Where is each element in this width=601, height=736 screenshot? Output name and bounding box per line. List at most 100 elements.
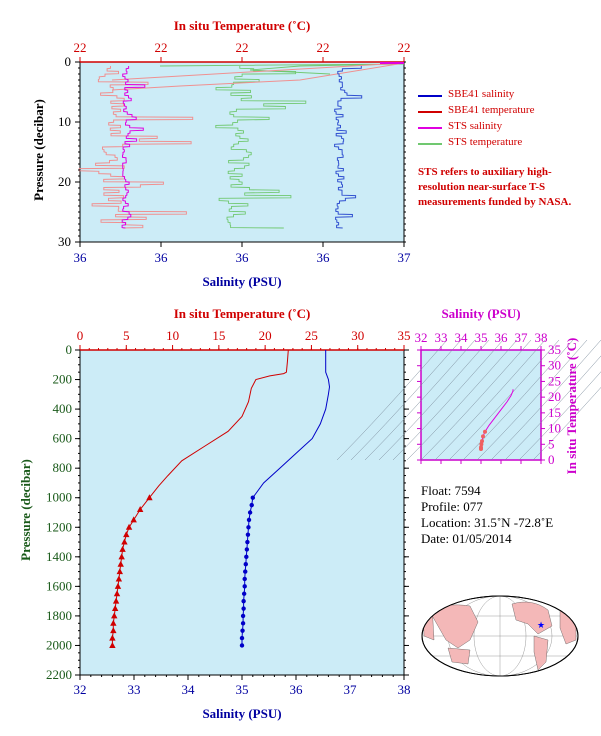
ts-density-contour	[476, 339, 588, 461]
legend-label: STS salinity	[448, 120, 503, 132]
main-panel-y-label: Pressure (decibar)	[18, 459, 33, 561]
ts-right-tick-label: 15	[548, 405, 561, 420]
temperature-marker	[136, 506, 144, 513]
legend-label: STS temperature	[448, 136, 523, 148]
temperature-marker	[112, 597, 120, 604]
ts-density-contour	[406, 339, 518, 461]
ts-right-tick-label: 10	[548, 421, 561, 436]
temperature-marker	[111, 612, 118, 619]
temperature-marker	[110, 619, 117, 626]
float-info: Float: 7594 Profile: 077 Location: 31.5˚…	[421, 483, 553, 547]
temperature-marker	[109, 641, 116, 648]
sts-note: STS refers to auxiliary high-resolution …	[418, 166, 572, 208]
temperature-marker	[109, 634, 116, 641]
ts-traces	[479, 389, 514, 451]
ts-top-label: Salinity (PSU)	[441, 306, 521, 321]
ts-density-contour	[462, 339, 574, 461]
temperature-marker	[110, 627, 117, 634]
temperature-marker	[130, 516, 137, 523]
float-id: Float: 7594	[421, 483, 481, 498]
salinity-marker	[245, 532, 251, 537]
top-tick-label: 25	[305, 328, 318, 343]
salinity-marker	[239, 635, 245, 641]
salinity-marker	[241, 591, 247, 596]
ts-right-tick-label: 5	[548, 436, 555, 451]
ts-density-contour	[518, 371, 601, 461]
ts-density-contour	[490, 339, 601, 461]
y-tick-label: 800	[53, 460, 73, 475]
temperature-marker	[113, 590, 121, 597]
top-tick-label: 0	[77, 328, 84, 343]
temperature-marker	[125, 523, 133, 530]
bottom-tick-label: 35	[236, 682, 249, 697]
bottom-tick-label: 36	[290, 682, 304, 697]
bottom-tick-label: 36	[317, 250, 331, 265]
salinity-marker	[242, 576, 247, 582]
salinity-marker	[247, 510, 253, 515]
y-tick-label: 30	[58, 234, 71, 249]
ts-right-tick-label: 20	[548, 389, 561, 404]
salinity-marker	[250, 495, 255, 500]
temperature-marker	[118, 553, 125, 560]
sts-salinity-trace	[121, 66, 146, 229]
temperature-marker	[146, 494, 153, 501]
y-tick-label: 1800	[46, 608, 72, 623]
y-tick-label: 2000	[46, 637, 72, 652]
y-tick-label: 600	[53, 431, 73, 446]
ts-top-tick-label: 34	[455, 330, 469, 345]
legend-swatch	[418, 127, 442, 129]
y-tick-label: 1400	[46, 549, 72, 564]
ts-top-tick-label: 35	[475, 330, 488, 345]
salinity-marker	[243, 562, 248, 567]
ts-right-tick-label: 30	[548, 358, 561, 373]
salinity-marker	[240, 621, 246, 626]
date: Date: 01/05/2014	[421, 531, 512, 546]
top-panel-ticks: 22 22 22 22 22 36 36 36 36 37 0 10 20 30	[58, 40, 411, 265]
ts-point	[480, 439, 484, 444]
top-tick-label: 10	[166, 328, 179, 343]
y-tick-label: 1000	[46, 490, 72, 505]
salinity-marker	[243, 569, 248, 574]
salinity-marker	[241, 606, 246, 611]
ts-point	[479, 442, 484, 447]
salinity-marker	[242, 584, 247, 589]
ts-density-contour	[350, 339, 462, 461]
ts-point	[483, 429, 487, 434]
ts-density-contour	[378, 339, 490, 461]
bottom-tick-label: 36	[74, 250, 88, 265]
main-panel-top-label: In situ Temperature (˚C)	[173, 306, 311, 321]
ts-density-contour	[532, 387, 601, 461]
ts-density-contour	[420, 339, 532, 461]
salinity-marker	[246, 525, 251, 530]
top-tick-label: 20	[259, 328, 272, 343]
top-tick-label: 15	[212, 328, 225, 343]
salinity-marker	[239, 643, 245, 648]
y-tick-label: 1200	[46, 519, 72, 534]
salinity-profile-line	[241, 350, 331, 646]
ts-right-tick-label: 35	[548, 342, 561, 357]
ts-top-tick-label: 37	[515, 330, 529, 345]
sbe41-temperature-surface	[111, 62, 405, 91]
top-traces	[78, 62, 405, 229]
legend-swatch	[418, 111, 442, 113]
ts-right-tick-label: 25	[548, 373, 561, 388]
bottom-tick-label: 36	[236, 250, 250, 265]
top-tick-label: 5	[123, 328, 130, 343]
main-panel-bottom-label: Salinity (PSU)	[202, 706, 282, 721]
legend-swatch	[418, 143, 442, 145]
y-tick-label: 400	[53, 401, 73, 416]
map-float-marker: ★	[537, 620, 545, 630]
sbe41-temperature-trace	[78, 66, 194, 229]
salinity-marker	[240, 628, 245, 633]
temperature-marker	[121, 538, 128, 545]
sbe41-salinity-trace	[334, 66, 363, 229]
bottom-tick-label: 32	[74, 682, 87, 697]
sts-temperature-trace	[215, 66, 307, 229]
ts-right-label: In situ Temperature (˚C)	[564, 337, 579, 475]
ts-density-contour	[434, 339, 546, 461]
ts-point	[479, 447, 483, 451]
ts-density-contour	[392, 339, 504, 461]
